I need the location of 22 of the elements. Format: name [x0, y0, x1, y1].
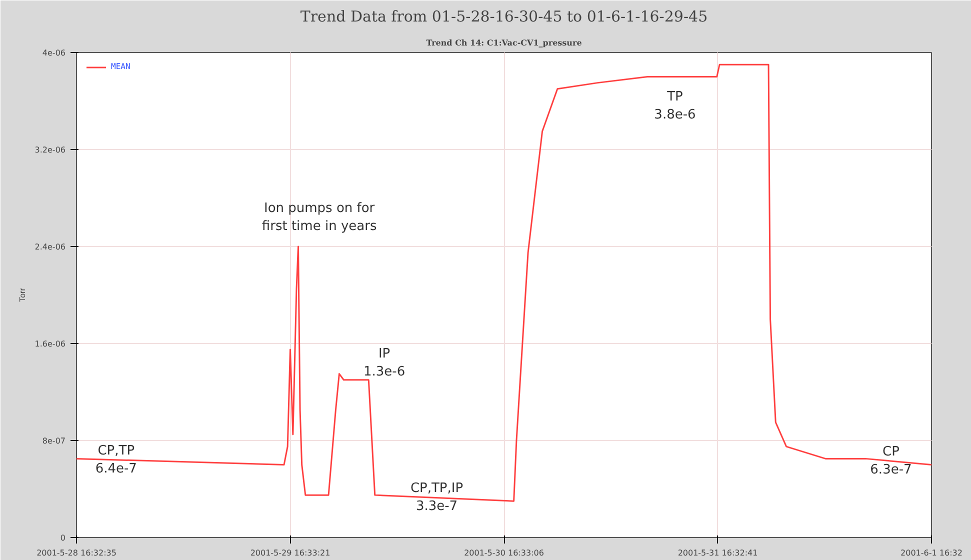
- annotation: CP,TP,IP 3.3e-7: [410, 480, 464, 514]
- y-tick-label: 1.6e-06: [34, 340, 66, 348]
- y-tick-label: 0: [60, 534, 66, 542]
- annotation: CP 6.3e-7: [870, 444, 912, 478]
- line-series: [76, 64, 932, 502]
- annotation: Ion pumps on for first time in years: [262, 200, 377, 234]
- legend-label: MEAN: [111, 62, 131, 71]
- y-axis-title: Torr: [18, 288, 27, 302]
- annotation: TP 3.8e-6: [654, 89, 696, 122]
- chart-title: Trend Data from 01-5-28-16-30-45 to 01-6-1-16-29-45: [300, 8, 708, 26]
- x-tick-label: 2001-5-30 16:33:06: [464, 548, 544, 558]
- y-tick-label: 4e-06: [42, 48, 66, 58]
- x-tick-label: 2001-5-28 16:32:35: [36, 548, 116, 558]
- x-tick-label: 2001-5-31 16:32:41: [678, 548, 758, 558]
- y-tick-label: 2.4e-06: [34, 242, 66, 252]
- chart-subtitle: Trend Ch 14: C1:Vac-CV1_pressure: [426, 38, 582, 48]
- annotation: IP 1.3e-6: [363, 346, 406, 380]
- x-tick-label: 2001-5-29 16:33:21: [250, 548, 330, 558]
- y-tick-label: 8e-07: [42, 436, 66, 446]
- annotation: CP,TP 6.4e-7: [95, 443, 137, 476]
- x-tick-label: 2001-6-1 16:32: [900, 548, 962, 558]
- y-tick-label: 3.2e-06: [34, 146, 66, 154]
